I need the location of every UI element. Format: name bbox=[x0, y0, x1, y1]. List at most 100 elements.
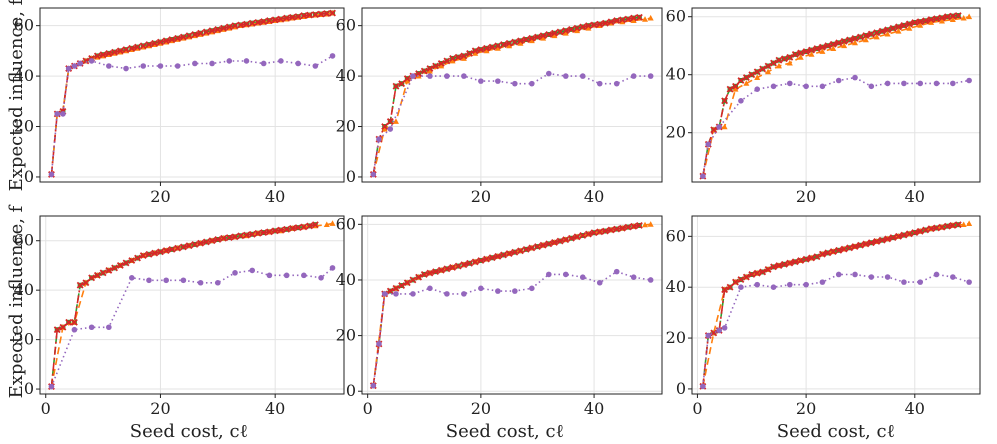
data-point bbox=[494, 42, 502, 50]
data-point bbox=[830, 45, 837, 51]
data-point bbox=[168, 36, 176, 43]
data-point bbox=[329, 53, 336, 59]
data-point bbox=[797, 54, 804, 60]
data-point bbox=[478, 285, 484, 292]
data-point bbox=[726, 283, 734, 291]
data-point bbox=[884, 26, 892, 34]
data-point bbox=[835, 77, 842, 84]
data-point bbox=[753, 269, 761, 277]
plot-frame bbox=[39, 215, 345, 395]
data-point bbox=[585, 24, 592, 31]
data-point bbox=[584, 230, 592, 238]
data-point bbox=[471, 47, 479, 55]
data-point bbox=[933, 80, 940, 87]
x-tick-label: 20 bbox=[796, 187, 816, 206]
data-point bbox=[950, 80, 956, 87]
data-point bbox=[917, 22, 924, 28]
data-point bbox=[642, 221, 649, 228]
data-point bbox=[260, 18, 268, 26]
data-point bbox=[226, 58, 233, 64]
data-point bbox=[243, 58, 250, 64]
data-point bbox=[140, 63, 147, 69]
data-point bbox=[927, 225, 935, 233]
data-point bbox=[584, 22, 592, 30]
data-point bbox=[174, 244, 182, 252]
data-point bbox=[197, 29, 205, 37]
data-point bbox=[134, 254, 141, 262]
data-point bbox=[545, 271, 552, 278]
data-point bbox=[705, 332, 712, 339]
x-tick-label: 40 bbox=[584, 399, 604, 418]
data-point bbox=[862, 240, 870, 248]
data-point bbox=[505, 250, 513, 257]
data-point bbox=[512, 80, 518, 87]
data-point bbox=[517, 247, 524, 255]
data-point bbox=[116, 47, 124, 55]
y-tick-label: 20 bbox=[14, 330, 34, 349]
data-point bbox=[174, 63, 181, 69]
data-point bbox=[732, 278, 739, 286]
data-point bbox=[596, 80, 603, 87]
data-point bbox=[573, 233, 581, 241]
data-point bbox=[539, 241, 547, 249]
y-tick-label: 60 bbox=[666, 7, 686, 26]
plot-frame bbox=[361, 215, 663, 395]
data-point bbox=[534, 33, 541, 41]
data-point bbox=[786, 53, 794, 61]
data-point bbox=[209, 60, 215, 67]
x-axis-title-col3: Seed cost, cℓ bbox=[777, 421, 895, 442]
data-point bbox=[208, 27, 216, 35]
data-point bbox=[410, 73, 416, 79]
data-point bbox=[933, 15, 940, 23]
data-point bbox=[403, 75, 411, 83]
y-tick-label: 0 bbox=[24, 379, 34, 398]
data-point bbox=[613, 80, 620, 87]
data-point bbox=[146, 277, 152, 284]
data-point bbox=[248, 230, 256, 238]
data-point bbox=[82, 57, 90, 65]
data-point bbox=[157, 63, 164, 69]
data-point bbox=[265, 228, 273, 236]
data-point bbox=[539, 32, 547, 40]
data-point bbox=[873, 29, 881, 37]
data-point bbox=[562, 271, 569, 278]
data-point bbox=[596, 20, 604, 28]
data-point bbox=[770, 83, 777, 90]
data-point bbox=[70, 318, 78, 326]
data-point bbox=[786, 259, 794, 267]
data-point bbox=[966, 13, 973, 20]
data-point bbox=[540, 35, 547, 41]
data-point bbox=[329, 9, 336, 17]
data-point bbox=[65, 65, 72, 72]
x-tick-label: 40 bbox=[905, 187, 925, 206]
data-point bbox=[409, 276, 417, 284]
data-point bbox=[732, 82, 739, 90]
data-point bbox=[163, 277, 169, 284]
data-point bbox=[851, 35, 859, 42]
y-tick-label: 60 bbox=[14, 16, 34, 35]
data-point bbox=[168, 245, 176, 253]
series-line-series-d bbox=[702, 273, 970, 387]
data-point bbox=[596, 279, 603, 286]
data-point bbox=[551, 29, 558, 37]
data-point bbox=[185, 32, 193, 40]
data-point bbox=[803, 281, 809, 288]
plot-frame bbox=[691, 7, 981, 183]
data-point bbox=[460, 55, 467, 61]
data-point bbox=[495, 78, 501, 84]
data-point bbox=[454, 262, 462, 270]
x-tick-label: 0 bbox=[41, 399, 51, 418]
data-point bbox=[754, 86, 761, 92]
data-point bbox=[574, 27, 581, 34]
data-point bbox=[770, 263, 777, 271]
data-point bbox=[716, 124, 722, 130]
data-point bbox=[765, 68, 772, 75]
data-point bbox=[483, 47, 490, 54]
data-point bbox=[573, 24, 581, 32]
data-point bbox=[488, 254, 496, 262]
data-point bbox=[928, 19, 935, 25]
data-point bbox=[505, 39, 513, 47]
data-point bbox=[819, 279, 826, 285]
data-point bbox=[106, 63, 112, 69]
data-point bbox=[294, 224, 302, 232]
